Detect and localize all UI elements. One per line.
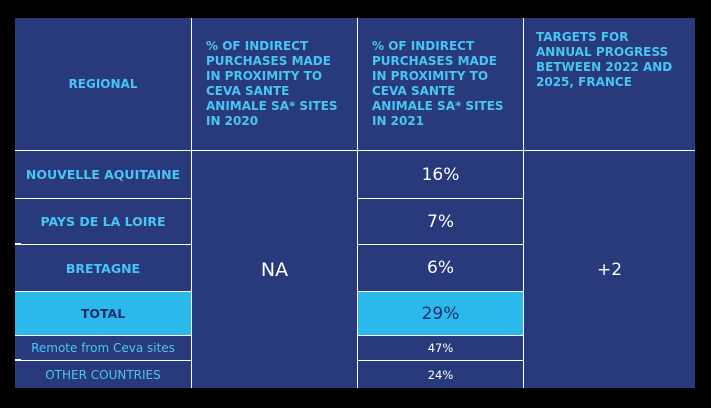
region-label: TOTAL: [80, 306, 126, 321]
divider: [15, 150, 695, 151]
value-2021-other-countries: 24%: [358, 361, 523, 388]
value-2021-nouvelle-aquitaine: 16%: [358, 151, 523, 198]
region-remote: Remote from Ceva sites: [15, 336, 191, 360]
divider: [15, 291, 191, 292]
divider: [191, 18, 192, 388]
divider: [358, 360, 523, 361]
header-targets-label: TARGETS FOR ANNUAL PROGRESS BETWEEN 2022…: [536, 30, 673, 89]
divider: [15, 360, 191, 361]
divider: [15, 244, 191, 245]
region-label: Remote from Ceva sites: [31, 341, 175, 355]
header-2021: % OF INDIRECT PURCHASES MADE IN PROXIMIT…: [358, 18, 523, 150]
divider: [357, 18, 358, 388]
value-2021-bretagne: 6%: [358, 245, 523, 291]
region-other-countries: OTHER COUNTRIES: [15, 361, 191, 388]
value-2021-remote: 47%: [358, 336, 523, 360]
target-label: +2: [596, 259, 623, 280]
region-bretagne: BRETAGNE: [15, 245, 191, 291]
divider: [358, 244, 523, 245]
divider: [15, 335, 191, 336]
header-regional: REGIONAL: [15, 18, 191, 150]
value-label: 24%: [427, 367, 454, 382]
header-regional-label: REGIONAL: [68, 76, 138, 91]
header-2020: % OF INDIRECT PURCHASES MADE IN PROXIMIT…: [192, 18, 357, 150]
value-label: 16%: [421, 164, 460, 185]
value-2021-total: 29%: [358, 292, 523, 335]
divider: [523, 18, 524, 388]
region-label: OTHER COUNTRIES: [45, 367, 161, 382]
target-merged: +2: [524, 151, 695, 388]
purchases-table: REGIONAL % OF INDIRECT PURCHASES MADE IN…: [15, 18, 695, 388]
header-targets: TARGETS FOR ANNUAL PROGRESS BETWEEN 2022…: [524, 18, 695, 150]
region-label: PAYS DE LA LOIRE: [40, 214, 166, 229]
region-total: TOTAL: [15, 292, 191, 335]
region-pays-de-la-loire: PAYS DE LA LOIRE: [15, 199, 191, 244]
divider: [15, 198, 191, 199]
edge-tick: [15, 359, 21, 360]
header-2020-label: % OF INDIRECT PURCHASES MADE IN PROXIMIT…: [206, 39, 338, 128]
value-label: 7%: [427, 211, 454, 232]
header-2021-label: % OF INDIRECT PURCHASES MADE IN PROXIMIT…: [372, 39, 504, 128]
region-label: NOUVELLE AQUITAINE: [25, 167, 181, 182]
value-2021-pays-de-la-loire: 7%: [358, 199, 523, 244]
divider: [358, 291, 523, 292]
value-label: 29%: [421, 303, 460, 324]
value-2020-label: NA: [260, 258, 289, 281]
edge-tick: [15, 243, 21, 244]
divider: [358, 335, 523, 336]
value-label: 6%: [427, 258, 454, 278]
divider: [358, 198, 523, 199]
value-label: 47%: [427, 341, 454, 355]
region-label: BRETAGNE: [65, 260, 141, 276]
value-2020-merged: NA: [192, 151, 357, 388]
region-nouvelle-aquitaine: NOUVELLE AQUITAINE: [15, 151, 191, 198]
